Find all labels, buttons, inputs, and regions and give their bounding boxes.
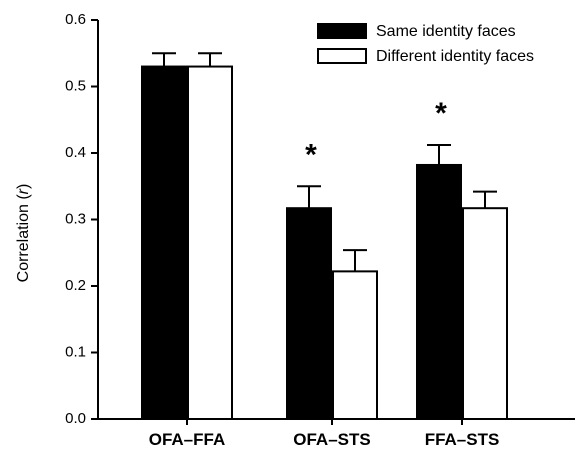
bar <box>187 65 233 421</box>
y-axis-title-suffix: ) <box>15 184 32 189</box>
y-axis-title-variable: r <box>15 188 32 194</box>
svg-text:Correlation (r): Correlation (r) <box>15 184 32 283</box>
bar <box>332 270 378 420</box>
legend-label: Different identity faces <box>376 48 534 65</box>
bar <box>416 163 462 420</box>
y-axis-title-prefix: Correlation ( <box>15 194 32 283</box>
plot-area: 0.0 0.1 0.2 0.3 0.4 0.5 0.6 OFA–FFA OFA–STS * FFA–… <box>65 11 575 449</box>
bar <box>141 65 187 421</box>
x-category-label: OFA–STS <box>293 430 370 449</box>
y-tick-label: 0.3 <box>65 210 86 227</box>
significance-marker: * <box>435 97 447 130</box>
y-axis-title: Correlation (r) <box>15 184 32 283</box>
legend-swatch <box>317 23 367 39</box>
bar <box>286 207 332 420</box>
y-tick-label: 0.6 <box>65 11 86 28</box>
x-category-label: OFA–FFA <box>149 430 226 449</box>
y-tick-label: 0.4 <box>65 144 86 161</box>
legend-swatch <box>317 48 367 64</box>
legend: Same identity faces Different identity fa… <box>317 23 534 65</box>
significance-marker: * <box>305 138 317 171</box>
y-tick-label: 0.0 <box>65 410 86 427</box>
bar <box>462 207 508 420</box>
y-tick-label: 0.2 <box>65 277 86 294</box>
x-category-label: FFA–STS <box>425 430 500 449</box>
y-tick-label: 0.1 <box>65 343 86 360</box>
y-tick-label: 0.5 <box>65 77 86 94</box>
legend-label: Same identity faces <box>376 23 516 40</box>
